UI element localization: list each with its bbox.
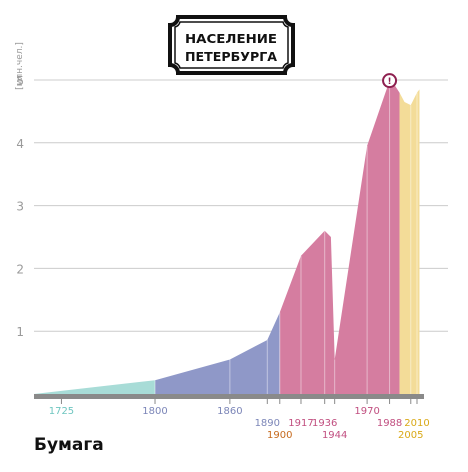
title-badge-border — [168, 15, 295, 75]
x-tick-label: 1988 — [377, 418, 402, 429]
area-series-3 — [399, 89, 420, 395]
x-tick-label: 1725 — [49, 406, 74, 417]
peak-marker: ! — [382, 73, 398, 89]
y-axis-label: [млн.чел.] — [15, 42, 25, 90]
y-tick-label: 1 — [16, 325, 24, 339]
x-tick-label: 2010 — [404, 418, 429, 429]
x-tick-label: 1800 — [142, 406, 167, 417]
chart-title-line2: ПЕТЕРБУРГА — [185, 49, 277, 64]
axis-layer — [34, 394, 424, 404]
x-tick-label: 1970 — [354, 406, 379, 417]
x-tick-label: 1944 — [322, 430, 347, 441]
area-series-2 — [279, 80, 400, 394]
y-tick-label: 4 — [16, 137, 24, 151]
y-tick-label: 5 — [16, 74, 24, 88]
chart-title-line1: НАСЕЛЕНИЕ — [185, 31, 277, 46]
area-layer — [34, 80, 420, 395]
peak-marker-circle — [382, 73, 398, 89]
x-tick-label: 1936 — [312, 418, 337, 429]
x-tick-label: 1890 — [255, 418, 280, 429]
y-tick-label: 3 — [16, 200, 24, 214]
peak-marker-text: ! — [388, 77, 392, 87]
x-tick-label: 1917 — [288, 418, 313, 429]
title-badge-inner — [174, 21, 289, 69]
x-tick-label: 2005 — [398, 430, 423, 441]
x-axis-bar — [34, 394, 424, 399]
title-badge: НАСЕЛЕНИЕ ПЕТЕРБУРГА — [168, 15, 295, 75]
area-series-0 — [34, 380, 156, 394]
x-tick-label: 1860 — [217, 406, 242, 417]
area-series-1 — [155, 312, 280, 394]
y-tick-label: 2 — [16, 262, 24, 276]
x-tick-label: 1900 — [267, 430, 292, 441]
source-label: Бумага — [34, 435, 104, 455]
